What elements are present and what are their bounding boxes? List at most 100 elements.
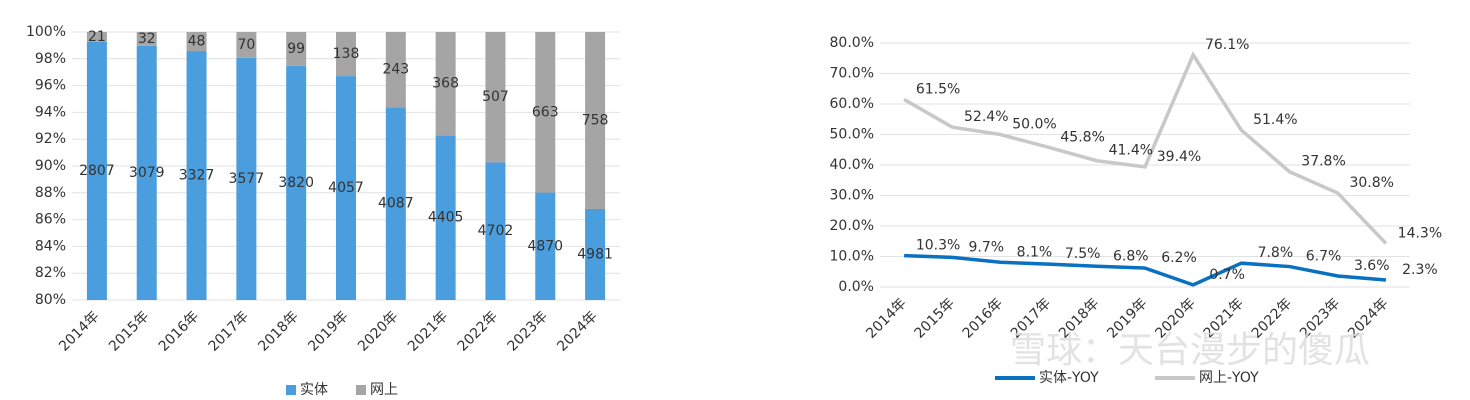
bar-segment — [535, 192, 556, 300]
y-tick-label: 0.0% — [838, 279, 874, 295]
y-tick-label: 10.0% — [830, 249, 874, 265]
value-label: 4057 — [328, 180, 364, 196]
x-tick-label: 2024年 — [554, 308, 600, 354]
bar-segment — [435, 135, 456, 300]
bar-segment — [336, 32, 356, 77]
x-tick-label: 2016年 — [156, 308, 202, 354]
value-label: 6.8% — [1113, 248, 1149, 264]
x-tick-label: 2020年 — [355, 308, 401, 354]
value-label: 52.4% — [964, 109, 1008, 125]
value-label: 4981 — [577, 246, 613, 262]
y-tick-label: 70.0% — [830, 66, 874, 82]
value-label: 3.6% — [1354, 258, 1390, 274]
y-tick-label: 98% — [35, 51, 66, 67]
line-series — [904, 253, 1387, 287]
y-tick-label: 60.0% — [830, 96, 874, 112]
y-tick-label: 80.0% — [830, 35, 874, 51]
bar-segment — [585, 32, 606, 209]
value-label: 368 — [432, 76, 459, 92]
value-label: 9.7% — [968, 239, 1004, 255]
y-tick-label: 90% — [35, 158, 66, 174]
value-label: 70 — [237, 37, 255, 53]
x-tick-label: 2015年 — [912, 295, 958, 341]
y-tick-label: 92% — [35, 131, 66, 147]
x-tick-label: 2018年 — [255, 308, 301, 354]
bar-segment — [236, 32, 257, 58]
value-label: 3577 — [229, 171, 265, 187]
value-label: 6.7% — [1306, 249, 1342, 265]
value-label: 7.8% — [1258, 245, 1294, 261]
legend-label: 实体 — [300, 382, 328, 398]
value-label: 30.8% — [1349, 175, 1393, 191]
value-label: 0.7% — [1209, 267, 1245, 283]
value-label: 4087 — [378, 196, 414, 212]
value-label: 3079 — [129, 165, 165, 181]
legend-label: 实体-YOY — [1039, 370, 1099, 386]
value-label: 243 — [382, 62, 409, 78]
value-label: 48 — [188, 34, 206, 50]
bar-segment — [336, 76, 356, 300]
y-tick-label: 30.0% — [830, 188, 874, 204]
value-label: 6.2% — [1161, 250, 1197, 266]
value-label: 61.5% — [916, 81, 960, 97]
x-tick-label: 2014年 — [863, 295, 909, 341]
value-label: 41.4% — [1109, 143, 1153, 159]
bar-segment — [186, 32, 207, 52]
x-tick-label: 2023年 — [505, 308, 551, 354]
bar-segment — [136, 32, 157, 46]
x-tick-label: 2019年 — [305, 308, 351, 354]
value-label: 507 — [482, 89, 509, 105]
y-tick-label: 80% — [35, 292, 66, 308]
bar-segment — [435, 32, 456, 136]
value-label: 10.3% — [916, 238, 960, 254]
y-tick-label: 40.0% — [830, 157, 874, 173]
y-tick-label: 50.0% — [830, 127, 874, 143]
bar-segment — [86, 32, 107, 42]
value-label: 21 — [88, 29, 106, 45]
value-label: 32 — [138, 31, 156, 47]
bar-segment — [236, 57, 257, 300]
y-tick-label: 100% — [26, 24, 66, 40]
value-label: 8.1% — [1017, 244, 1053, 260]
value-label: 4405 — [428, 210, 464, 226]
y-tick-label: 94% — [35, 104, 66, 120]
value-label: 37.8% — [1301, 154, 1345, 170]
y-tick-label: 86% — [35, 212, 66, 228]
value-label: 4702 — [478, 223, 514, 239]
bar-segment — [186, 51, 207, 301]
bar-segment — [535, 32, 556, 193]
bar-segment — [385, 107, 406, 300]
watermark: 雪球：天台漫步的傻瓜 — [1010, 330, 1370, 371]
y-tick-label: 84% — [35, 238, 66, 254]
bar-segment — [385, 32, 406, 108]
value-label: 45.8% — [1060, 129, 1104, 145]
x-tick-label: 2015年 — [106, 308, 152, 354]
x-tick-label: 2022年 — [455, 308, 501, 354]
y-tick-label: 96% — [35, 78, 66, 94]
value-label: 76.1% — [1205, 37, 1249, 53]
y-tick-label: 20.0% — [830, 218, 874, 234]
value-label: 138 — [333, 46, 360, 62]
x-tick-label: 2021年 — [405, 308, 451, 354]
bar-segment — [136, 45, 157, 300]
value-label: 2.3% — [1402, 262, 1438, 278]
legend-swatch — [286, 385, 296, 395]
bar-segment — [585, 208, 606, 300]
y-tick-label: 88% — [35, 185, 66, 201]
value-label: 7.5% — [1065, 246, 1101, 262]
value-label: 3820 — [278, 175, 314, 191]
bar-segment — [286, 65, 307, 301]
x-tick-label: 2016年 — [960, 295, 1006, 341]
bar-segment — [485, 162, 506, 300]
value-label: 3327 — [179, 168, 215, 184]
x-tick-label: 2017年 — [206, 308, 252, 354]
value-label: 51.4% — [1253, 112, 1297, 128]
legend-label: 网上-YOY — [1199, 370, 1259, 386]
legend-label: 网上 — [370, 382, 398, 398]
value-label: 2807 — [79, 163, 115, 179]
bar-segment — [485, 32, 506, 163]
bar-segment — [86, 41, 107, 300]
value-label: 758 — [582, 112, 609, 128]
value-label: 4870 — [527, 238, 563, 254]
